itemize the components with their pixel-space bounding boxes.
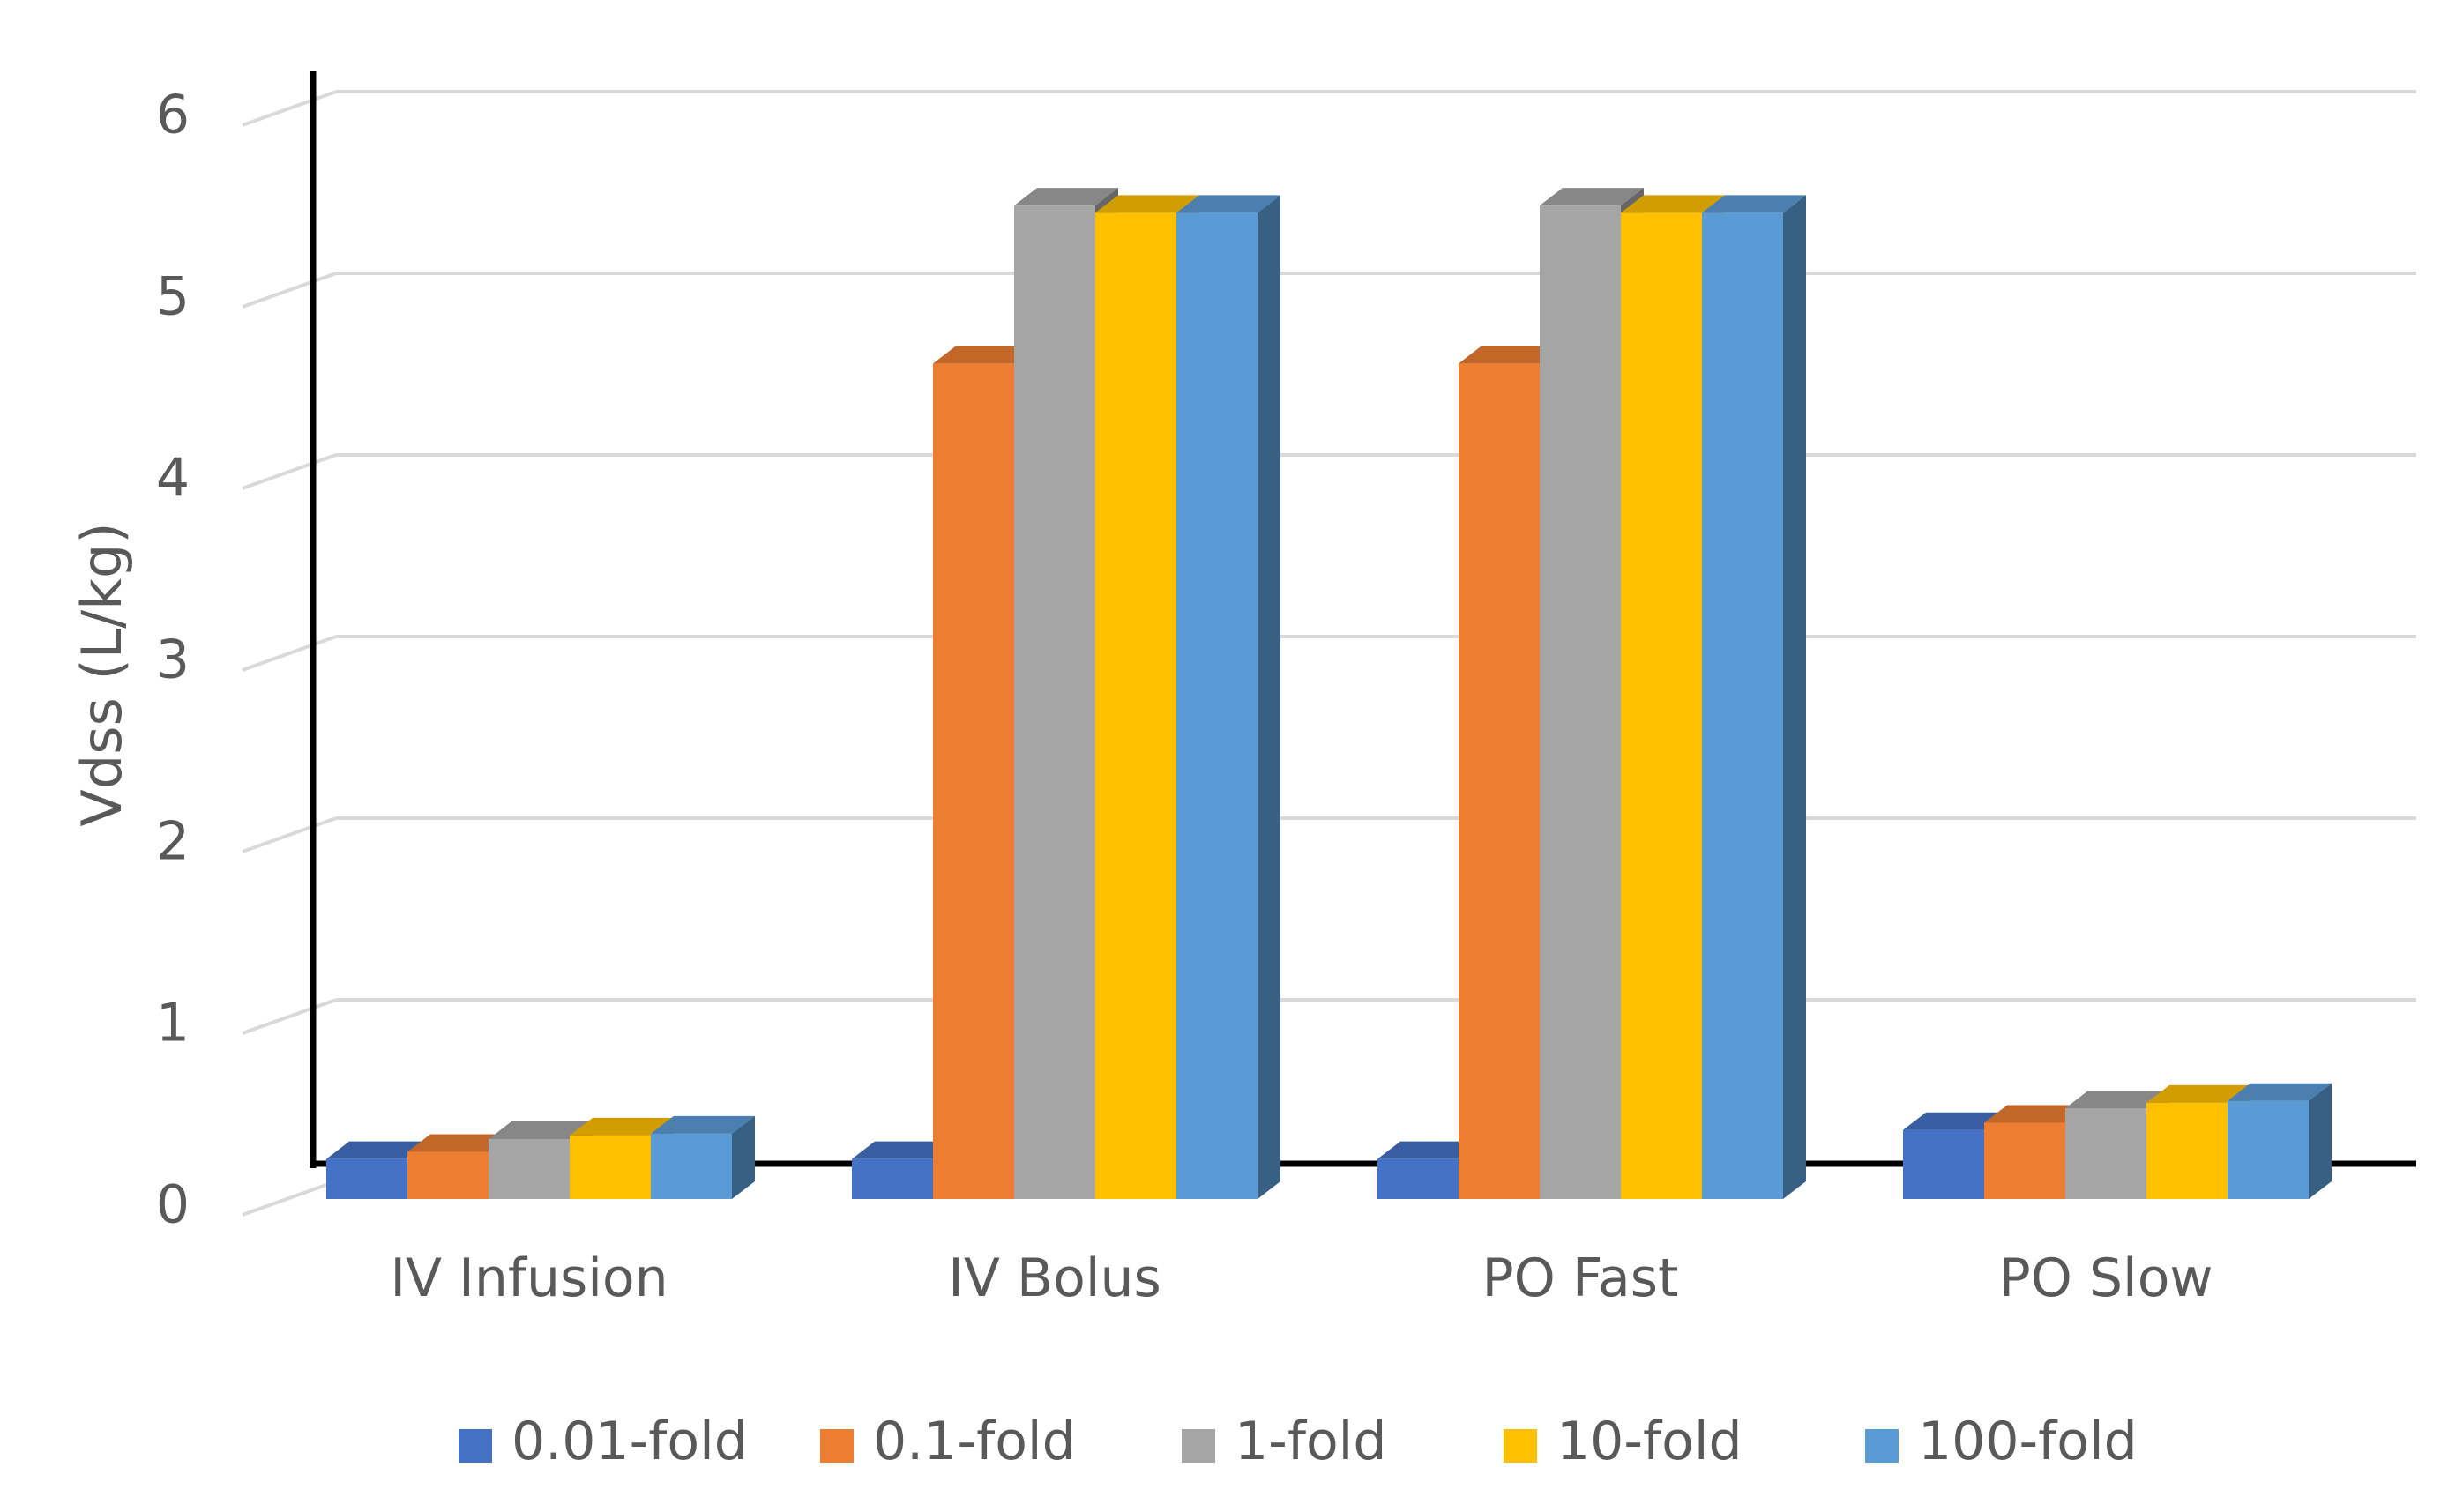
bar-top — [1459, 346, 1563, 364]
bar-top — [1377, 1141, 1482, 1159]
bar-top — [2228, 1083, 2332, 1101]
bar-front — [651, 1133, 732, 1199]
gridline-depth — [242, 816, 337, 853]
gridline-depth — [242, 635, 337, 672]
bar-top — [489, 1121, 593, 1140]
axes — [310, 71, 2416, 1168]
legend-item: 0.1-fold — [820, 1411, 1076, 1472]
bar-front — [1459, 363, 1540, 1199]
bar-top — [326, 1141, 430, 1159]
bar-front — [1540, 205, 1621, 1200]
bar-side — [1783, 195, 1806, 1199]
legend-item: 1-fold — [1182, 1411, 1386, 1472]
bar-top — [852, 1141, 956, 1159]
legend-label: 1-fold — [1235, 1411, 1386, 1472]
bar-front — [852, 1158, 933, 1199]
category-label: IV Bolus — [948, 1248, 1161, 1309]
y-tick-label: 1 — [156, 993, 190, 1054]
y-tick-label: 3 — [156, 629, 190, 691]
bar-side — [1258, 195, 1280, 1199]
bar-side — [732, 1115, 755, 1199]
gridline-depth — [242, 453, 337, 490]
bar-front — [2228, 1100, 2309, 1199]
bar-top — [407, 1134, 511, 1152]
bar-front — [1903, 1129, 1984, 1199]
legend-swatch — [1504, 1429, 1537, 1463]
legend-label: 0.1-fold — [873, 1411, 1076, 1472]
bar-top — [651, 1115, 755, 1134]
bar — [651, 1115, 755, 1199]
bar-top — [2146, 1084, 2250, 1103]
bar — [1459, 346, 1563, 1199]
legend-label: 0.01-fold — [511, 1411, 748, 1472]
bar — [933, 346, 1037, 1199]
bar — [852, 1141, 956, 1199]
bar-top — [1095, 195, 1199, 213]
y-tick-labels: 0 1 2 3 4 5 6 — [156, 85, 190, 1236]
bar-front — [1095, 212, 1176, 1199]
bar-front — [1377, 1158, 1459, 1199]
bar-front — [2065, 1108, 2146, 1199]
bar-top — [1540, 188, 1644, 206]
y-tick-label: 0 — [156, 1174, 190, 1236]
gridlines — [242, 90, 2416, 1217]
legend-item: 100-fold — [1865, 1411, 2138, 1472]
bars — [326, 188, 2332, 1200]
bar-front — [933, 363, 1014, 1199]
gridline-depth — [242, 272, 337, 309]
legend-label: 100-fold — [1918, 1411, 2138, 1472]
category-label: PO Slow — [1998, 1248, 2213, 1309]
legend: 0.01-fold 0.1-fold 1-fold 10-fold 100-fold — [459, 1411, 2138, 1472]
y-axis-title: Vdss (L/kg) — [70, 522, 134, 826]
bar — [2228, 1083, 2332, 1199]
legend-swatch — [820, 1429, 854, 1463]
bar-front — [2146, 1102, 2228, 1199]
legend-label: 10-fold — [1556, 1411, 1743, 1472]
bar-top — [570, 1117, 674, 1136]
gridline-depth — [242, 998, 337, 1035]
category-labels: IV Infusion IV Bolus PO Fast PO Slow — [390, 1248, 2213, 1309]
bar-top — [2065, 1091, 2169, 1108]
bar-top — [1621, 195, 1725, 213]
bar-top — [933, 346, 1037, 364]
legend-swatch — [1865, 1429, 1899, 1463]
bar-top — [1984, 1105, 2088, 1123]
bar-front — [407, 1151, 489, 1199]
legend-swatch — [1182, 1429, 1215, 1463]
category-label: IV Infusion — [390, 1248, 668, 1309]
gridline-depth — [242, 1180, 337, 1217]
bar-front — [326, 1158, 407, 1199]
legend-item: 10-fold — [1504, 1411, 1743, 1472]
bar-front — [1014, 205, 1095, 1200]
bar-front — [1176, 212, 1258, 1199]
bar-top — [1176, 195, 1280, 213]
legend-item: 0.01-fold — [459, 1411, 748, 1472]
bar-top — [1014, 188, 1118, 206]
y-tick-label: 4 — [156, 448, 190, 510]
bar-top — [1702, 195, 1806, 213]
bar-front — [570, 1135, 651, 1199]
bar-front — [1984, 1122, 2065, 1199]
bar-top — [1903, 1112, 2007, 1130]
y-tick-label: 5 — [156, 266, 190, 328]
bar — [1702, 195, 1806, 1199]
bar-front — [1702, 212, 1783, 1199]
legend-swatch — [459, 1429, 492, 1463]
category-label: PO Fast — [1482, 1248, 1678, 1309]
y-tick-label: 6 — [156, 85, 190, 146]
y-tick-label: 2 — [156, 811, 190, 873]
bar-front — [1621, 212, 1702, 1199]
bar-front — [489, 1139, 570, 1199]
gridline-depth — [242, 90, 337, 127]
bar — [1176, 195, 1280, 1199]
bar-side — [2309, 1083, 2332, 1199]
